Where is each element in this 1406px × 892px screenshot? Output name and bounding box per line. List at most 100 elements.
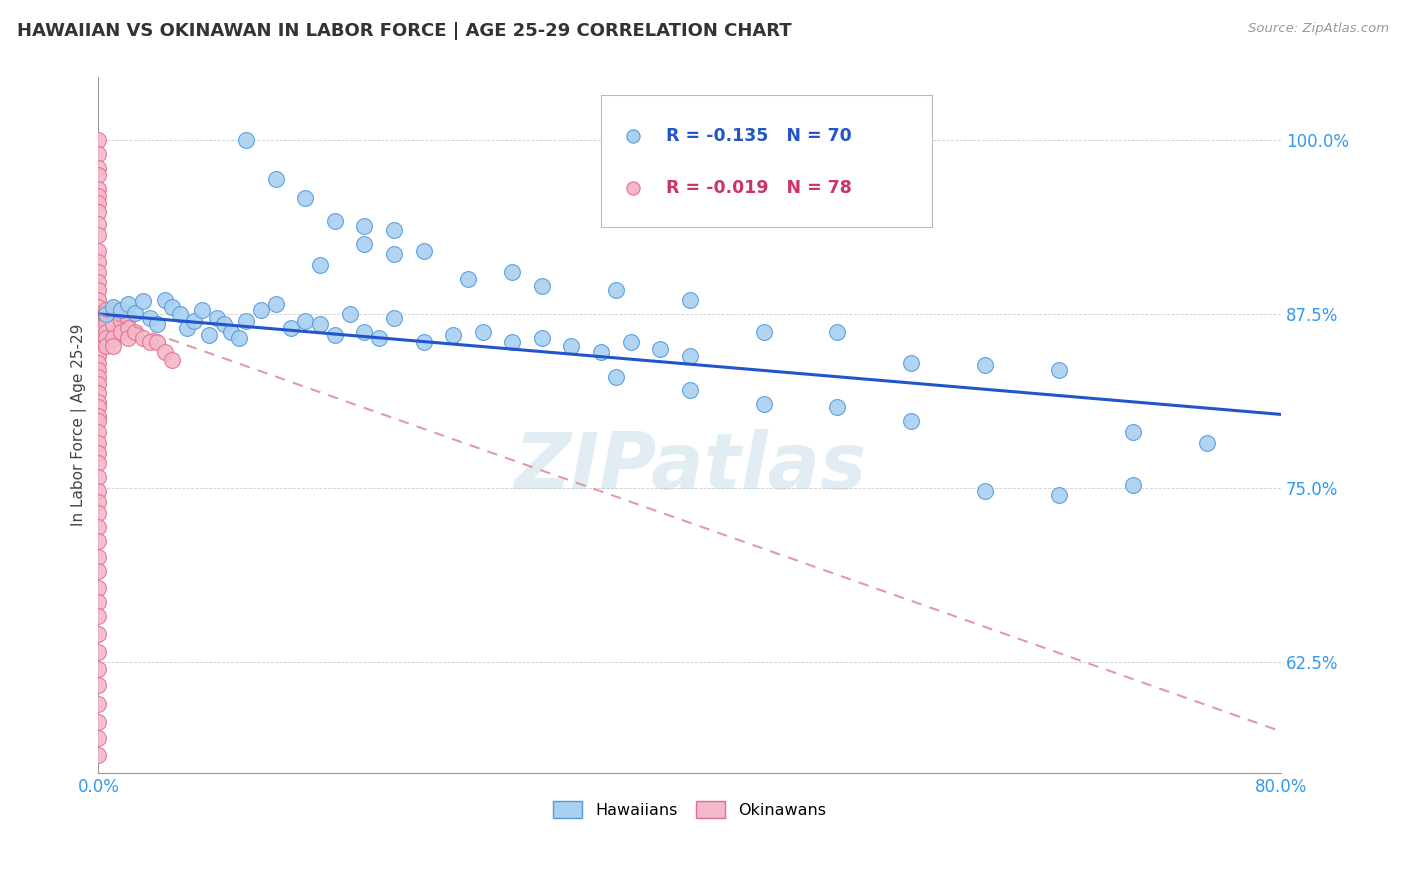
Point [87, 161, 110, 175]
Point [382, 223, 405, 237]
Point [87, 697, 110, 711]
Point [87, 409, 110, 423]
Point [87, 483, 110, 498]
Point [827, 400, 849, 414]
Point [228, 330, 250, 344]
Point [110, 302, 132, 317]
Text: R = -0.019   N = 78: R = -0.019 N = 78 [666, 179, 852, 197]
Point [87, 747, 110, 762]
Point [87, 425, 110, 440]
Point [755, 250, 778, 264]
Point [87, 376, 110, 391]
Point [353, 219, 375, 234]
Point [353, 237, 375, 252]
Point [198, 327, 221, 342]
Point [87, 307, 110, 321]
Point [162, 300, 184, 314]
Point [101, 302, 124, 317]
Point [264, 172, 287, 186]
Point [900, 356, 922, 370]
Point [382, 311, 405, 326]
Point [87, 386, 110, 401]
Point [176, 321, 198, 335]
Point [87, 275, 110, 289]
Point [87, 446, 110, 460]
Point [110, 314, 132, 328]
Point [679, 293, 702, 307]
Point [183, 314, 205, 328]
Point [1122, 425, 1144, 440]
Point [87, 520, 110, 534]
Point [110, 325, 132, 339]
Point [87, 678, 110, 692]
Text: R = -0.135   N = 70: R = -0.135 N = 70 [666, 127, 852, 145]
Point [501, 334, 523, 349]
Point [323, 213, 346, 227]
Point [605, 369, 627, 384]
Point [368, 330, 391, 344]
Point [87, 394, 110, 409]
Point [87, 195, 110, 210]
Point [264, 297, 287, 311]
Point [94, 307, 117, 321]
Point [221, 325, 243, 339]
Point [87, 182, 110, 196]
Point [191, 302, 214, 317]
Point [648, 342, 671, 356]
Point [827, 325, 849, 339]
Point [294, 192, 316, 206]
Point [87, 217, 110, 231]
Point [752, 325, 775, 339]
Point [87, 265, 110, 279]
Point [235, 133, 257, 147]
Point [1047, 488, 1070, 502]
Point [124, 325, 146, 339]
Point [87, 565, 110, 579]
Point [94, 330, 117, 344]
Point [412, 334, 434, 349]
Point [87, 147, 110, 161]
Point [280, 321, 302, 335]
Point [94, 325, 117, 339]
Point [974, 359, 997, 373]
Point [353, 325, 375, 339]
Point [87, 731, 110, 746]
Point [117, 311, 139, 326]
Point [323, 327, 346, 342]
Point [87, 168, 110, 182]
Point [87, 349, 110, 363]
Point [101, 300, 124, 314]
FancyBboxPatch shape [600, 95, 932, 227]
Point [530, 279, 553, 293]
Point [87, 244, 110, 259]
Point [124, 305, 146, 319]
Point [146, 334, 169, 349]
Point [87, 255, 110, 269]
Point [94, 317, 117, 331]
Text: Source: ZipAtlas.com: Source: ZipAtlas.com [1249, 22, 1389, 36]
Point [382, 247, 405, 261]
Point [457, 272, 479, 286]
Point [501, 265, 523, 279]
Point [162, 352, 184, 367]
Point [101, 317, 124, 331]
Point [235, 314, 257, 328]
Point [117, 330, 139, 344]
Point [471, 325, 494, 339]
Point [294, 314, 316, 328]
Point [752, 397, 775, 411]
Point [87, 330, 110, 344]
Point [117, 321, 139, 335]
Point [87, 188, 110, 202]
Point [101, 339, 124, 353]
Point [212, 317, 235, 331]
Point [412, 244, 434, 259]
Point [87, 506, 110, 520]
Point [131, 330, 153, 344]
Point [441, 327, 464, 342]
Point [87, 533, 110, 548]
Point [94, 339, 117, 353]
Point [605, 283, 627, 297]
Point [153, 293, 176, 307]
Point [87, 495, 110, 509]
